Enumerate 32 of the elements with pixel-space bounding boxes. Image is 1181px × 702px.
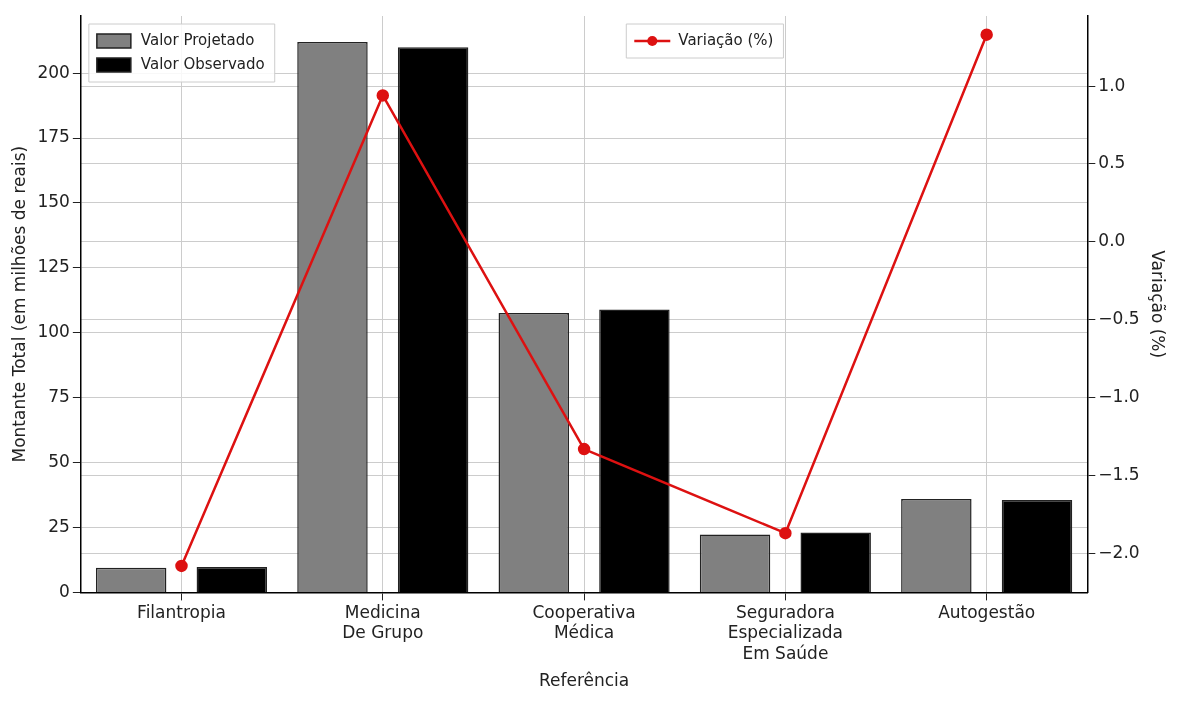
y-tick-label: 175 [37, 126, 70, 147]
y-tick-label: 150 [37, 191, 70, 212]
x-tick-label: Filantropia [137, 602, 226, 623]
x-axis-title: Referência [538, 670, 630, 691]
y-tick-label: 0 [59, 580, 70, 601]
x-tick-label: Seguradora Especializada Em Saúde [727, 602, 844, 663]
point [175, 559, 188, 573]
legend-label: Variação (%) [678, 30, 774, 49]
y2-tick-label: 0.0 [1098, 230, 1126, 251]
legend-label: Valor Projetado [140, 30, 255, 49]
point [779, 526, 792, 540]
point [376, 89, 390, 102]
x-tick-label: Autogestão [938, 602, 1036, 623]
y2-tick-label: 0.5 [1098, 152, 1126, 173]
point [577, 442, 591, 456]
y2-tick-label: −0.5 [1098, 308, 1140, 329]
x-tick-label: Medicina De Grupo [342, 602, 424, 643]
y-tick-label: 50 [48, 451, 70, 471]
y2-tick-label: −1.0 [1098, 386, 1140, 407]
y-tick-label: 25 [48, 515, 70, 536]
y2-tick-label: −1.5 [1098, 463, 1140, 484]
y-tick-label: 100 [37, 321, 70, 342]
y2-tick-label: 1.0 [1098, 74, 1126, 95]
x-tick-label: Cooperativa Médica [532, 602, 636, 643]
y-axis-title: Montante Total (em milhões de reais) [8, 145, 29, 463]
y2-axis-title: Variação (%) [1148, 250, 1169, 359]
y-tick-label: 75 [48, 386, 70, 407]
legend-label: Valor Observado [140, 54, 265, 73]
point [980, 28, 993, 41]
y-tick-label: 200 [37, 61, 70, 82]
y2-tick-label: −2.0 [1098, 541, 1140, 562]
y-tick-label: 125 [37, 256, 70, 277]
